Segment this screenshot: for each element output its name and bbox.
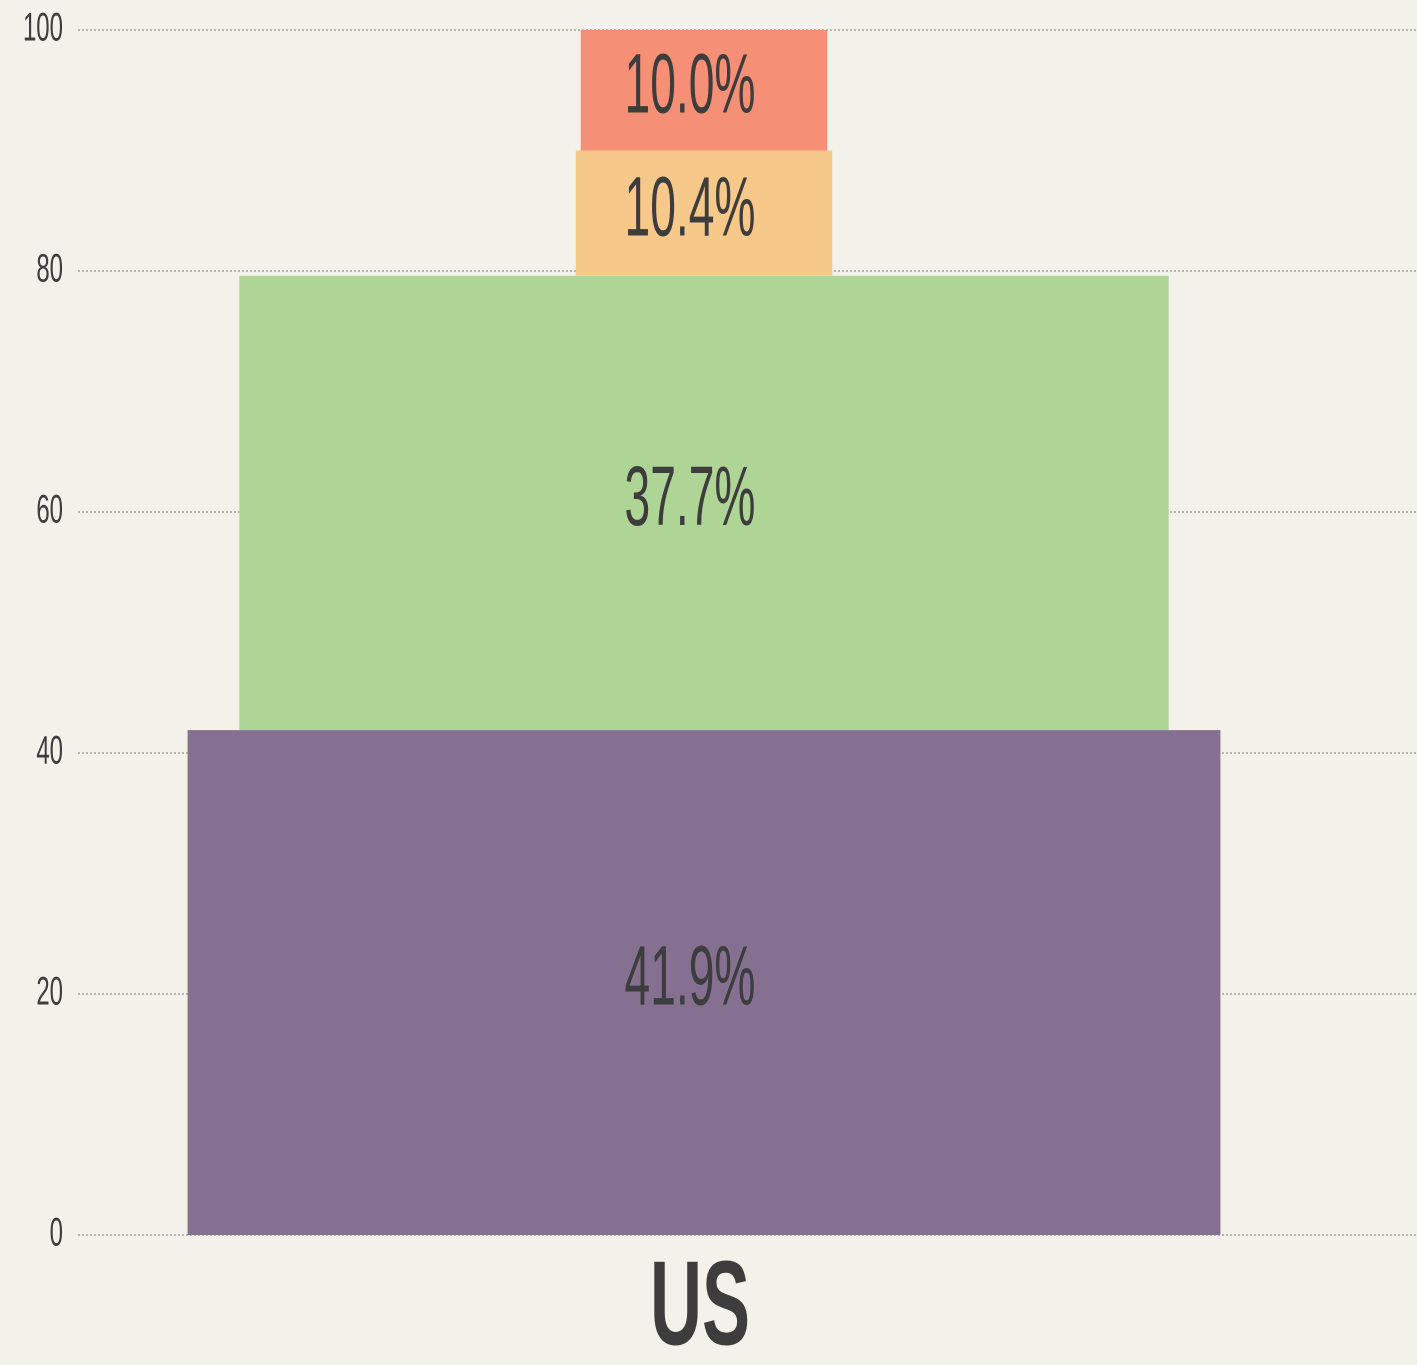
bar-segment	[239, 275, 1169, 731]
data-label: 10.0%	[625, 38, 756, 131]
y-tick-label: 0	[50, 1209, 63, 1254]
y-tick-label: 40	[36, 727, 63, 772]
bar-segment	[187, 730, 1221, 1235]
bar-segment	[580, 30, 828, 151]
y-tick-label: 100	[23, 4, 63, 49]
x-tick-label: US	[650, 1236, 750, 1365]
y-tick-label: 60	[36, 486, 63, 531]
data-label: 41.9%	[625, 930, 756, 1023]
y-tick-label: 20	[36, 968, 63, 1013]
data-label: 37.7%	[625, 451, 756, 544]
y-tick-label: 80	[36, 245, 63, 290]
data-label: 10.4%	[625, 161, 756, 254]
bar-segment	[575, 150, 833, 276]
